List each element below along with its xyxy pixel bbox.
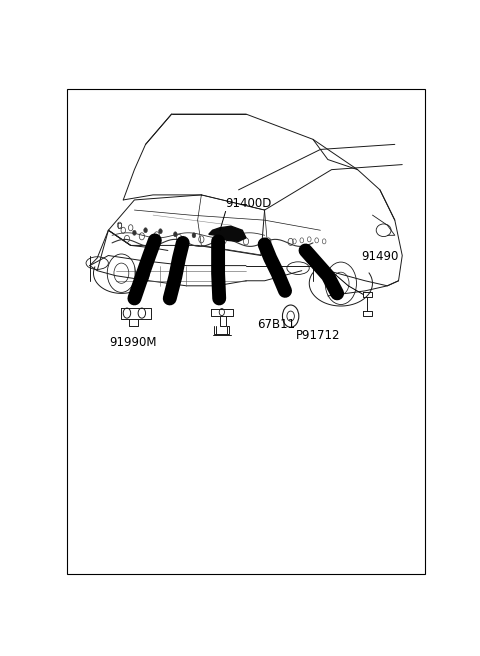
Circle shape	[144, 228, 147, 233]
Circle shape	[132, 230, 136, 236]
Text: 91990M: 91990M	[109, 337, 156, 350]
Circle shape	[192, 233, 196, 238]
Circle shape	[158, 229, 162, 234]
Text: 91490: 91490	[361, 250, 399, 263]
Text: 67B11: 67B11	[257, 318, 295, 331]
Circle shape	[173, 232, 177, 237]
Text: 91400D: 91400D	[226, 197, 272, 210]
Text: P91712: P91712	[296, 329, 341, 342]
Polygon shape	[209, 226, 246, 241]
